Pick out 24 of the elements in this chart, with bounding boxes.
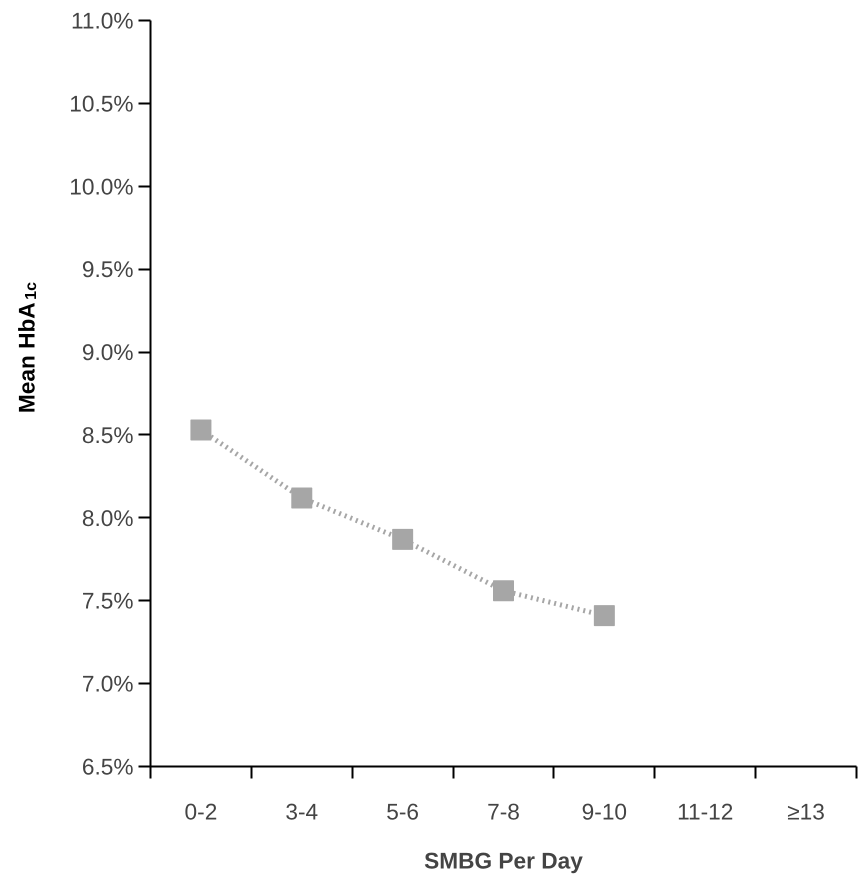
x-tick-label: 7-8 — [487, 798, 520, 824]
y-tick-label: 8.5% — [82, 422, 134, 448]
point — [594, 605, 615, 626]
y-tick-label: 7.0% — [82, 670, 134, 697]
x-tick-label: 0-2 — [184, 798, 218, 824]
x-axis-title: SMBG Per Day — [424, 848, 584, 874]
point — [392, 528, 414, 550]
y-tick-label: 8.0% — [82, 504, 134, 531]
y-tick-label: 10.5% — [69, 90, 134, 116]
y-tick-label: 9.0% — [82, 339, 134, 366]
x-tick-label: 3-4 — [285, 798, 318, 824]
y-tick-label: 7.5% — [82, 588, 134, 614]
x-tick-label: 11-12 — [677, 798, 734, 824]
point — [291, 487, 312, 508]
y-tick-label: 11.0% — [70, 8, 134, 34]
y-tick-label: 6.5% — [82, 754, 134, 780]
y-tick-label: 10.0% — [69, 173, 134, 200]
x-tick-label: ≥13 — [787, 798, 825, 824]
point — [190, 419, 212, 440]
x-tick-label: 5-6 — [386, 798, 420, 824]
x-tick-label: 9-10 — [582, 798, 628, 824]
y-tick-label: 9.5% — [82, 256, 134, 282]
point — [493, 580, 514, 602]
y-axis-title: Mean HbA1c — [14, 282, 40, 414]
